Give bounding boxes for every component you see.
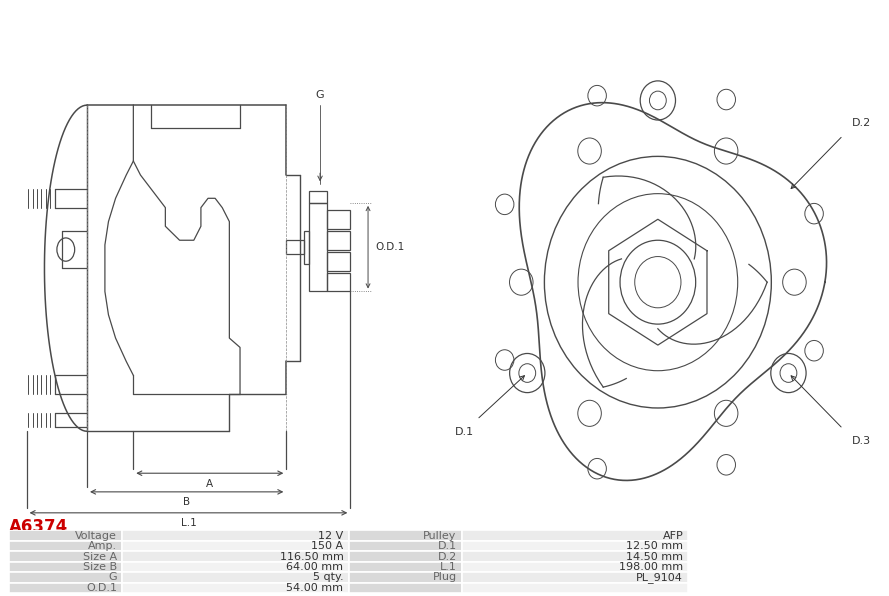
Bar [309, 191, 327, 203]
Text: 12.50 mm: 12.50 mm [626, 541, 684, 551]
Bar [9, 541, 122, 551]
Text: 14.50 mm: 14.50 mm [626, 551, 684, 561]
Bar [122, 551, 348, 561]
Bar [9, 583, 122, 593]
Text: Voltage: Voltage [75, 530, 117, 541]
Bar [9, 551, 122, 561]
Bar [348, 530, 462, 541]
Bar [122, 541, 348, 551]
Bar [122, 530, 348, 541]
Text: G: G [316, 91, 324, 101]
Text: 5 qty.: 5 qty. [313, 572, 343, 582]
Bar [327, 252, 350, 271]
Bar [9, 530, 122, 541]
Bar [9, 561, 122, 572]
Bar [462, 583, 688, 593]
Bar [348, 561, 462, 572]
Bar [348, 583, 462, 593]
Bar [309, 203, 327, 291]
Text: D.2: D.2 [437, 551, 457, 561]
Text: 12 V: 12 V [318, 530, 343, 541]
Text: 116.50 mm: 116.50 mm [279, 551, 343, 561]
Text: D.3: D.3 [852, 436, 870, 446]
Bar [304, 231, 309, 263]
Bar [462, 530, 688, 541]
Bar [9, 572, 122, 583]
Bar [348, 551, 462, 561]
Bar [462, 551, 688, 561]
Bar [122, 583, 348, 593]
Text: Pulley: Pulley [423, 530, 457, 541]
Text: B: B [183, 498, 190, 507]
Text: PL_9104: PL_9104 [637, 572, 684, 583]
Text: 64.00 mm: 64.00 mm [286, 562, 343, 572]
Bar [462, 561, 688, 572]
Text: 198.00 mm: 198.00 mm [619, 562, 684, 572]
Text: A: A [206, 479, 213, 489]
Text: O.D.1: O.D.1 [375, 242, 404, 252]
Text: Size A: Size A [83, 551, 117, 561]
Text: O.D.1: O.D.1 [86, 583, 117, 593]
Bar [348, 572, 462, 583]
Text: A6374: A6374 [9, 519, 68, 536]
Text: G: G [108, 572, 117, 582]
Bar [327, 273, 350, 291]
Text: L.1: L.1 [440, 562, 457, 572]
Bar [327, 231, 350, 250]
Text: Amp.: Amp. [88, 541, 117, 551]
Text: D.2: D.2 [852, 119, 870, 128]
Text: L.1: L.1 [180, 519, 196, 529]
Text: D.1: D.1 [454, 427, 474, 437]
Bar [462, 572, 688, 583]
Bar [327, 210, 350, 229]
Text: D.1: D.1 [437, 541, 457, 551]
Bar [462, 541, 688, 551]
Text: 54.00 mm: 54.00 mm [286, 583, 343, 593]
Bar [122, 561, 348, 572]
Text: 150 A: 150 A [311, 541, 343, 551]
Bar [122, 572, 348, 583]
Bar [348, 541, 462, 551]
Text: AFP: AFP [662, 530, 684, 541]
Text: Plug: Plug [433, 572, 457, 582]
Text: Size B: Size B [83, 562, 117, 572]
Bar [286, 240, 304, 254]
